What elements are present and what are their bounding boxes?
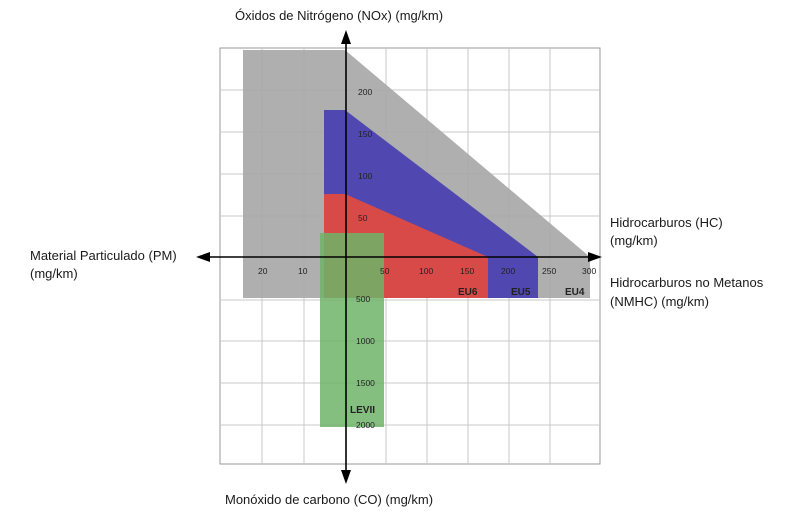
levii-region — [320, 233, 384, 427]
co-tick-2000: 2000 — [356, 420, 375, 430]
eu6-label: EU6 — [458, 287, 478, 298]
hc-tick-100: 100 — [419, 266, 433, 276]
pm-axis-title-line1: Material Particulado (PM) — [30, 248, 177, 263]
hc-tick-250: 250 — [542, 266, 556, 276]
pm-axis-title-line2: (mg/km) — [30, 266, 78, 281]
nox-axis-title: Óxidos de Nitrógeno (NOx) (mg/km) — [235, 8, 444, 23]
hc-tick-150: 150 — [460, 266, 474, 276]
nox-tick-50: 50 — [358, 213, 368, 223]
hc-tick-300: 300 — [582, 266, 596, 276]
nox-tick-200: 200 — [358, 87, 372, 97]
eu4-label: EU4 — [565, 287, 585, 298]
pm-tick-10: 10 — [298, 266, 308, 276]
levii-label: LEVII — [350, 405, 375, 416]
pm-tick-20: 20 — [258, 266, 268, 276]
nox-tick-100: 100 — [358, 171, 372, 181]
co-tick-1500: 1500 — [356, 378, 375, 388]
nox-tick-150: 150 — [358, 129, 372, 139]
nmhc-axis-title-line1: Hidrocarburos no Metanos — [610, 275, 764, 290]
nmhc-axis-title-line2: (NMHC) (mg/km) — [610, 294, 709, 309]
co-tick-500: 500 — [356, 294, 370, 304]
eu5-label: EU5 — [511, 287, 531, 298]
hc-tick-50: 50 — [380, 266, 390, 276]
co-axis-title: Monóxido de carbono (CO) (mg/km) — [225, 492, 434, 507]
hc-tick-200: 200 — [501, 266, 515, 276]
hc-axis-title-line1: Hidrocarburos (HC) — [610, 215, 723, 230]
co-tick-1000: 1000 — [356, 336, 375, 346]
axes — [196, 30, 602, 484]
hc-axis-title-line2: (mg/km) — [610, 233, 658, 248]
